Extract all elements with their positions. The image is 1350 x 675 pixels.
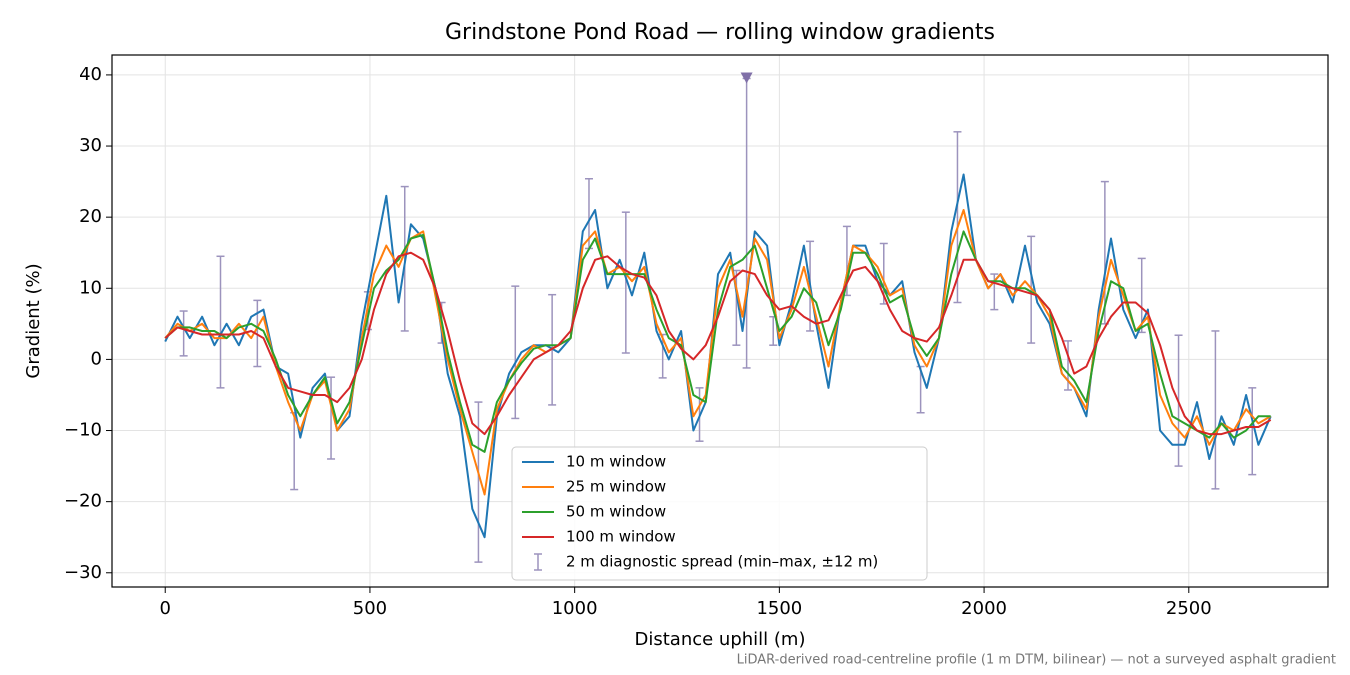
x-axis-label: Distance uphill (m): [635, 629, 806, 650]
spread-bar: [179, 310, 188, 357]
footnote: LiDAR-derived road-centreline profile (1…: [737, 653, 1336, 668]
spread-bar: [216, 255, 225, 389]
y-axis-label: Gradient (%): [23, 263, 44, 378]
series-line: [164, 251, 1272, 436]
plot-frame: [111, 54, 1329, 588]
series-line: [164, 230, 1271, 453]
legend-box: [511, 446, 928, 581]
y-tick-label: −20: [64, 491, 102, 512]
spread-bar: [953, 131, 962, 304]
legend-label: 50 m window: [566, 503, 666, 521]
x-tick-label: 1500: [756, 598, 802, 619]
legend-label: 2 m diagnostic spread (min–max, ±12 m): [566, 553, 878, 571]
spread-bar: [511, 285, 520, 420]
clip-marker: [740, 72, 753, 84]
spread-bar: [327, 376, 336, 460]
x-tick-label: 1000: [552, 598, 598, 619]
legend-label: 10 m window: [566, 453, 666, 471]
legend: 10 m window 25 m window 50 m window 100 m w…: [511, 446, 928, 581]
x-tick-label: 2500: [1166, 598, 1212, 619]
spread-bar: [1248, 387, 1257, 476]
y-tick-label: 20: [79, 206, 102, 227]
y-tick-label: 0: [91, 348, 102, 369]
spread-bar: [621, 211, 630, 354]
spread-bar: [1211, 330, 1220, 490]
x-tick-label: 0: [159, 598, 170, 619]
series-line: [164, 209, 1272, 496]
y-tick-label: −10: [64, 420, 102, 441]
spread-bar: [916, 365, 925, 414]
y-tick-label: −30: [64, 562, 102, 583]
y-tick-label: 40: [79, 64, 102, 85]
chart-title: Grindstone Pond Road — rolling window gr…: [445, 20, 995, 45]
spread-bar: [290, 411, 299, 491]
series-line: [164, 173, 1272, 539]
spread-bar: [658, 333, 667, 379]
legend-label: 25 m window: [566, 478, 666, 496]
legend-label: 100 m window: [566, 528, 676, 546]
y-tick-label: 30: [79, 135, 102, 156]
y-tick-label: 10: [79, 277, 102, 298]
x-tick-label: 2000: [961, 598, 1007, 619]
x-tick-label: 500: [353, 598, 387, 619]
